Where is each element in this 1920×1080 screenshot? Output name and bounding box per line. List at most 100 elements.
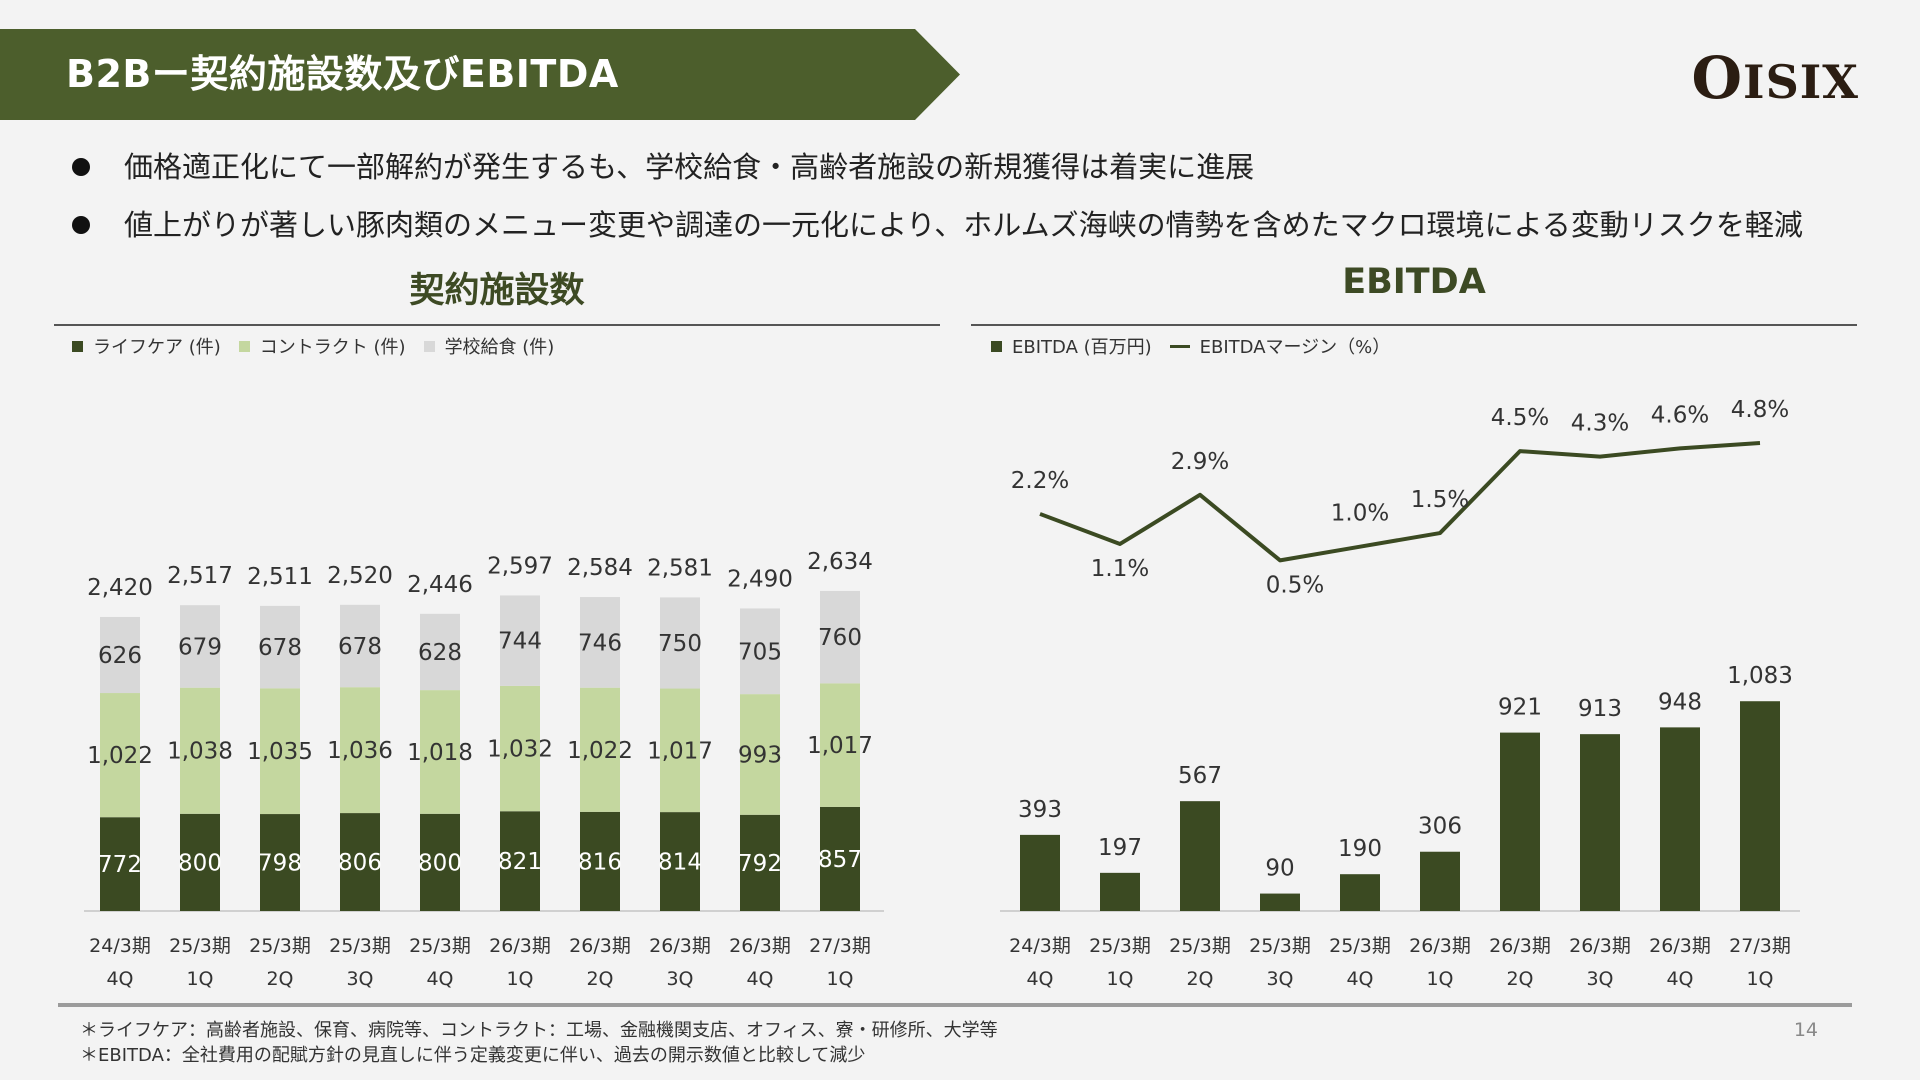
footnote-1: ＊ライフケア：高齢者施設、保育、病院等、コントラクト：工場、金融機関支店、オフィ… [80, 1020, 998, 1041]
total-label-2: 2,517 [167, 563, 233, 589]
footer-rule [58, 1003, 1852, 1007]
bar-contract-8 [660, 688, 700, 813]
total-label-3: 2,511 [247, 564, 313, 590]
bullet-2: 値上がりが著しい豚肉類のメニュー変更や調達の一元化により、ホルムズ海峡の情勢を含… [70, 196, 1803, 254]
ebitda-bar-2 [1100, 872, 1140, 911]
legend-label-lifecare: ライフケア (件) [93, 337, 221, 358]
legend-swatch-ebitda [991, 340, 1002, 352]
label-school-3: 678 [258, 635, 302, 661]
title-banner [0, 29, 960, 120]
right-tick-period-10: 27/3期 [1729, 935, 1791, 957]
bar-contract-3 [260, 688, 300, 815]
legend-label-margin: EBITDAマージン（%） [1199, 337, 1391, 358]
left-tick-quarter-6: 1Q [506, 968, 533, 990]
right-tick-quarter-2: 1Q [1106, 968, 1133, 990]
bar-lifecare-3 [260, 814, 300, 911]
label-contract-4: 1,036 [327, 738, 393, 764]
legend-item-contract: コントラクト (件) [238, 333, 406, 359]
label-contract-7: 1,022 [567, 738, 633, 764]
left-tick-period-2: 25/3期 [169, 935, 231, 957]
right-title-rule [971, 324, 1857, 326]
bar-contract-4 [340, 687, 380, 814]
left-tick-quarter-8: 3Q [666, 968, 693, 990]
right-tick-quarter-9: 4Q [1666, 968, 1693, 990]
bar-school-7 [580, 597, 620, 688]
right-tick-period-6: 26/3期 [1409, 935, 1471, 957]
legend-item-margin: EBITDAマージン（%） [1169, 333, 1391, 359]
margin-label-10: 4.8% [1731, 397, 1789, 423]
label-contract-6: 1,032 [487, 737, 553, 763]
legend-label-ebitda: EBITDA (百万円) [1012, 337, 1152, 358]
bar-contract-5 [420, 690, 460, 814]
bar-lifecare-10 [820, 806, 860, 911]
total-label-6: 2,597 [487, 553, 553, 579]
label-lifecare-8: 814 [658, 850, 702, 876]
margin-label-3: 2.9% [1171, 449, 1229, 475]
right-tick-quarter-5: 4Q [1346, 968, 1373, 990]
label-lifecare-2: 800 [178, 850, 222, 876]
label-lifecare-6: 821 [498, 849, 542, 875]
left-chart-title: 契約施設数 [409, 271, 585, 311]
bar-contract-6 [500, 685, 540, 812]
bar-lifecare-1 [100, 817, 140, 911]
left-tick-period-4: 25/3期 [329, 935, 391, 957]
total-label-10: 2,634 [807, 549, 873, 575]
right-tick-quarter-8: 3Q [1586, 968, 1613, 990]
left-tick-quarter-3: 2Q [266, 968, 293, 990]
ebitda-bar-6 [1420, 851, 1460, 911]
bar-school-4 [340, 604, 380, 688]
left-tick-quarter-10: 1Q [826, 968, 853, 990]
bar-school-5 [420, 613, 460, 691]
right-tick-period-7: 26/3期 [1489, 935, 1551, 957]
right-tick-quarter-7: 2Q [1506, 968, 1533, 990]
label-school-7: 746 [578, 630, 622, 656]
bar-lifecare-6 [500, 811, 540, 911]
label-school-10: 760 [818, 625, 862, 651]
total-label-5: 2,446 [407, 572, 473, 598]
ebitda-bar-7 [1500, 732, 1540, 911]
right-tick-quarter-3: 2Q [1186, 968, 1213, 990]
right-tick-quarter-1: 4Q [1026, 968, 1053, 990]
total-label-8: 2,581 [647, 555, 713, 581]
total-label-7: 2,584 [567, 555, 633, 581]
page-number: 14 [1793, 1019, 1818, 1041]
total-label-1: 2,420 [87, 575, 153, 601]
bar-lifecare-2 [180, 813, 220, 911]
ebitda-label-7: 921 [1498, 695, 1542, 721]
right-tick-period-9: 26/3期 [1649, 935, 1711, 957]
right-tick-period-2: 25/3期 [1089, 935, 1151, 957]
label-school-6: 744 [498, 629, 542, 655]
legend-swatch-school [423, 340, 435, 352]
bar-school-6 [500, 595, 540, 686]
ebitda-bar-3 [1180, 801, 1220, 911]
ebitda-label-8: 913 [1578, 696, 1622, 722]
bullet-1: 価格適正化にて一部解約が発生するも、学校給食・高齢者施設の新規獲得は着実に進展 [70, 138, 1803, 196]
left-tick-period-8: 26/3期 [649, 935, 711, 957]
legend-swatch-contract [238, 340, 250, 352]
label-lifecare-7: 816 [578, 849, 622, 875]
left-title-rule [54, 324, 940, 326]
page-title: B2Bー契約施設数及びEBITDA [66, 52, 619, 96]
label-contract-9: 993 [738, 742, 782, 768]
legend-item-school: 学校給食 (件) [423, 333, 554, 359]
bar-contract-9 [740, 694, 780, 815]
bar-school-1 [100, 616, 140, 694]
left-tick-period-10: 27/3期 [809, 935, 871, 957]
right-tick-quarter-6: 1Q [1426, 968, 1453, 990]
margin-label-2: 1.1% [1091, 556, 1149, 582]
label-contract-10: 1,017 [807, 733, 873, 759]
bar-school-2 [180, 605, 220, 688]
total-label-4: 2,520 [327, 563, 393, 589]
bar-school-9 [740, 608, 780, 695]
margin-label-5: 1.0% [1331, 501, 1389, 527]
bar-contract-10 [820, 683, 860, 807]
left-chart-legend: ライフケア (件) コントラクト (件) 学校給食 (件) [72, 333, 572, 359]
left-tick-quarter-4: 3Q [346, 968, 373, 990]
left-tick-quarter-5: 4Q [426, 968, 453, 990]
bar-lifecare-8 [660, 812, 700, 911]
label-lifecare-5: 800 [418, 850, 462, 876]
right-tick-period-4: 25/3期 [1249, 935, 1311, 957]
left-tick-quarter-7: 2Q [586, 968, 613, 990]
oisix-logo: OISIX [1692, 44, 1859, 112]
legend-label-contract: コントラクト (件) [259, 337, 406, 358]
